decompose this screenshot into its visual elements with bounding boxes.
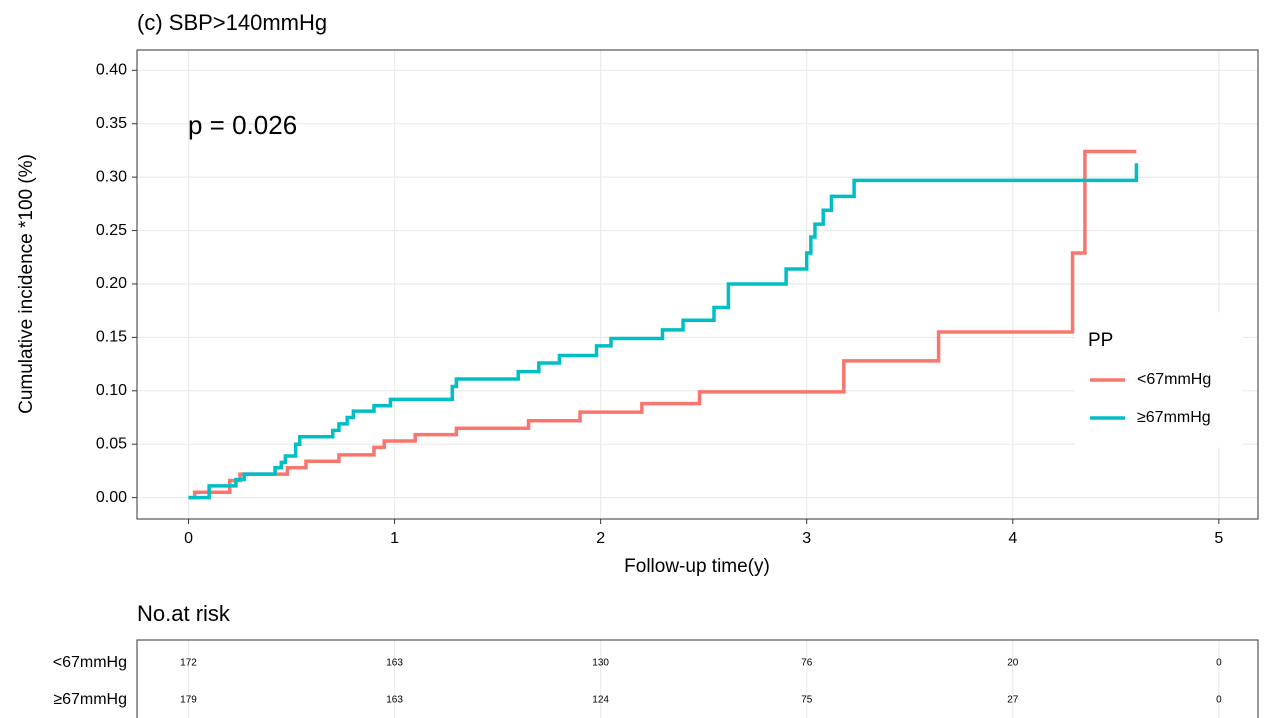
series-line (188, 163, 1139, 500)
plot-border (136, 49, 1259, 520)
risk-value: 0 (1216, 658, 1222, 669)
y-tick-label: 0.05 (96, 435, 127, 452)
legend-label: <67mmHg (1137, 371, 1211, 388)
y-tick-label: 0.10 (96, 382, 127, 399)
risk-row-label: ≥67mmHg (53, 691, 127, 708)
y-tick-label: 0.40 (96, 62, 127, 79)
x-tick-label: 5 (1214, 530, 1223, 547)
risk-value: 0 (1216, 695, 1222, 706)
risk-table-border (136, 639, 1259, 718)
y-tick-label: 0.00 (96, 489, 127, 506)
risk-row-label: <67mmHg (53, 654, 127, 671)
series-line (188, 149, 1137, 500)
y-tick-label: 0.25 (96, 222, 127, 239)
risk-value: 172 (180, 658, 197, 669)
risk-value: 20 (1007, 658, 1019, 669)
y-tick-label: 0.30 (96, 168, 127, 185)
risk-value: 75 (801, 695, 813, 706)
p-value: p = 0.026 (188, 110, 297, 140)
x-axis-label: Follow-up time(y) (624, 556, 770, 577)
x-tick-label: 0 (184, 530, 193, 547)
risk-value: 163 (386, 695, 403, 706)
y-axis-label: Cumulative incidence *100 (%) (16, 154, 37, 414)
y-tick-label: 0.20 (96, 275, 127, 292)
risk-value: 124 (592, 695, 609, 706)
chart-title: (c) SBP>140mmHg (137, 10, 327, 35)
risk-value: 163 (386, 658, 403, 669)
risk-value: 130 (592, 658, 609, 669)
legend-label: ≥67mmHg (1137, 409, 1211, 426)
risk-value: 27 (1007, 695, 1019, 706)
legend-title: PP (1088, 330, 1113, 351)
x-tick-label: 4 (1008, 530, 1017, 547)
risk-value: 76 (801, 658, 813, 669)
y-tick-label: 0.35 (96, 115, 127, 132)
risk-value: 179 (180, 695, 197, 706)
y-tick-label: 0.15 (96, 329, 127, 346)
risk-table-title: No.at risk (137, 601, 231, 626)
x-tick-label: 2 (596, 530, 605, 547)
x-tick-label: 1 (390, 530, 399, 547)
x-tick-label: 3 (802, 530, 811, 547)
